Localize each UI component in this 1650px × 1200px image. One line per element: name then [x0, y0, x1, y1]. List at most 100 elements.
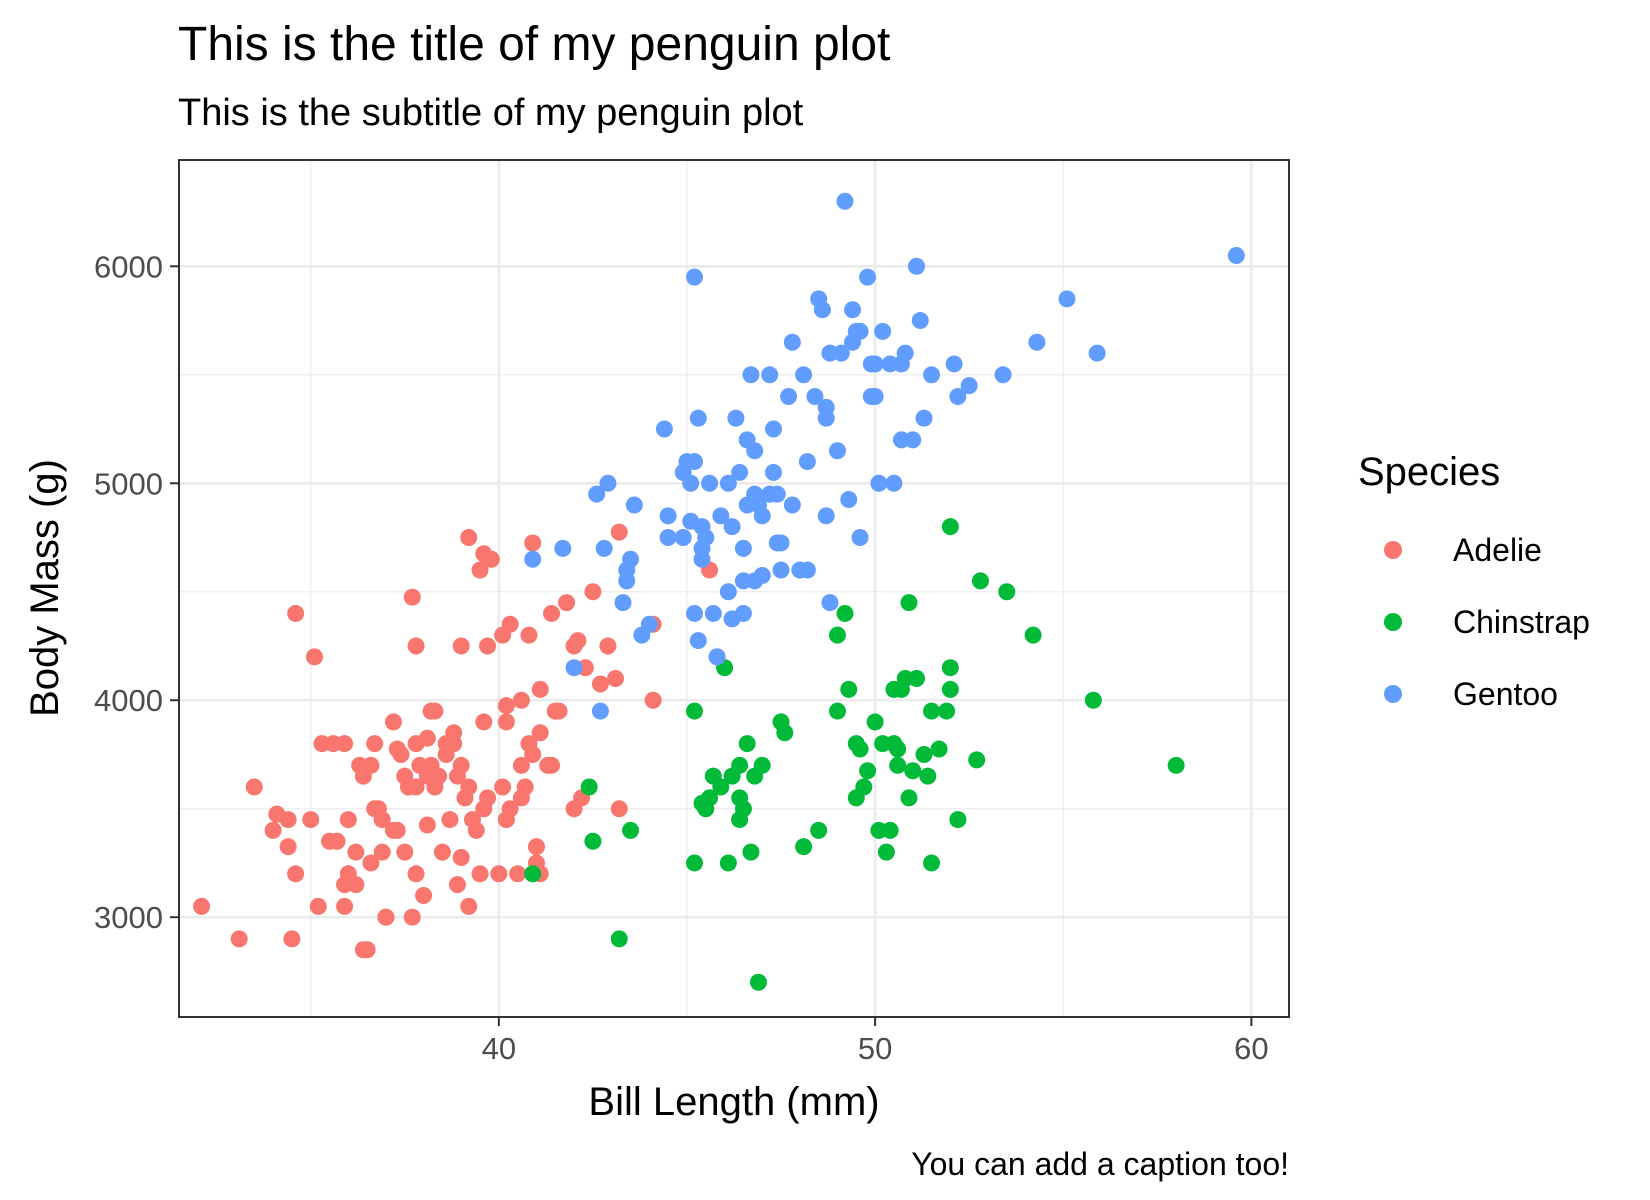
- point-chinstrap: [998, 583, 1016, 601]
- point-adelie: [565, 800, 583, 818]
- point-chinstrap: [968, 751, 986, 769]
- legend-label-gentoo: Gentoo: [1453, 676, 1558, 712]
- point-adelie: [287, 604, 305, 622]
- point-adelie: [403, 908, 421, 926]
- point-chinstrap: [941, 680, 959, 698]
- point-adelie: [452, 637, 470, 655]
- point-chinstrap: [1167, 756, 1185, 774]
- point-chinstrap: [685, 854, 703, 872]
- point-adelie: [471, 865, 489, 883]
- x-tick-label: 60: [1234, 1031, 1268, 1066]
- point-gentoo: [783, 496, 801, 514]
- point-gentoo: [734, 604, 752, 622]
- point-adelie: [339, 865, 357, 883]
- point-adelie: [452, 849, 470, 867]
- point-adelie: [279, 838, 297, 856]
- point-adelie: [396, 843, 414, 861]
- point-adelie: [362, 854, 380, 872]
- point-adelie: [497, 713, 515, 731]
- point-adelie: [407, 778, 425, 796]
- point-chinstrap: [866, 713, 884, 731]
- point-gentoo: [874, 322, 892, 340]
- point-chinstrap: [719, 854, 737, 872]
- point-adelie: [358, 941, 376, 959]
- point-chinstrap: [622, 821, 640, 839]
- point-gentoo: [1088, 344, 1106, 362]
- point-gentoo: [685, 604, 703, 622]
- point-gentoo: [524, 550, 542, 568]
- point-chinstrap: [900, 789, 918, 807]
- point-gentoo: [674, 529, 692, 547]
- point-chinstrap: [795, 838, 813, 856]
- point-adelie: [501, 615, 519, 633]
- point-adelie: [328, 832, 346, 850]
- point-gentoo: [791, 561, 809, 579]
- legend-swatch-chinstrap: [1384, 613, 1402, 631]
- point-adelie: [283, 930, 301, 948]
- scatter-points: [193, 192, 1245, 991]
- point-gentoo: [746, 485, 764, 503]
- point-gentoo: [622, 550, 640, 568]
- point-adelie: [471, 561, 489, 579]
- point-gentoo: [625, 496, 643, 514]
- point-gentoo: [655, 420, 673, 438]
- point-chinstrap: [889, 756, 907, 774]
- point-adelie: [501, 800, 519, 818]
- x-tick-label: 40: [482, 1031, 516, 1066]
- point-gentoo: [821, 594, 839, 612]
- point-chinstrap: [753, 756, 771, 774]
- point-gentoo: [723, 518, 741, 536]
- point-chinstrap: [810, 821, 828, 839]
- chart-title: This is the title of my penguin plot: [178, 18, 890, 71]
- point-chinstrap: [828, 626, 846, 644]
- point-gentoo: [742, 366, 760, 384]
- legend-swatch-gentoo: [1384, 685, 1402, 703]
- point-gentoo: [591, 702, 609, 720]
- point-gentoo: [765, 420, 783, 438]
- point-gentoo: [911, 312, 929, 330]
- point-adelie: [245, 778, 263, 796]
- point-gentoo: [731, 463, 749, 481]
- point-chinstrap: [685, 702, 703, 720]
- point-chinstrap: [749, 973, 767, 991]
- point-adelie: [591, 675, 609, 693]
- point-chinstrap: [580, 778, 598, 796]
- point-adelie: [388, 821, 406, 839]
- point-adelie: [475, 713, 493, 731]
- point-gentoo: [588, 485, 606, 503]
- point-adelie: [509, 865, 527, 883]
- point-gentoo: [682, 512, 700, 530]
- point-gentoo: [765, 463, 783, 481]
- point-adelie: [558, 594, 576, 612]
- point-chinstrap: [742, 843, 760, 861]
- point-gentoo: [689, 409, 707, 427]
- point-adelie: [264, 821, 282, 839]
- chart-caption: You can add a caption too!: [911, 1146, 1289, 1182]
- point-chinstrap: [712, 778, 730, 796]
- point-chinstrap: [836, 604, 854, 622]
- point-chinstrap: [881, 821, 899, 839]
- point-adelie: [415, 887, 433, 905]
- point-adelie: [531, 724, 549, 742]
- point-chinstrap: [524, 865, 542, 883]
- point-chinstrap: [701, 789, 719, 807]
- point-adelie: [426, 702, 444, 720]
- point-adelie: [366, 800, 384, 818]
- point-gentoo: [704, 604, 722, 622]
- point-gentoo: [795, 366, 813, 384]
- point-adelie: [437, 745, 455, 763]
- chart-subtitle: This is the subtitle of my penguin plot: [178, 92, 804, 134]
- point-gentoo: [945, 355, 963, 373]
- point-gentoo: [618, 572, 636, 590]
- point-adelie: [479, 789, 497, 807]
- point-adelie: [418, 729, 436, 747]
- point-adelie: [467, 821, 485, 839]
- point-adelie: [516, 778, 534, 796]
- point-gentoo: [859, 268, 877, 286]
- point-gentoo: [685, 453, 703, 471]
- point-gentoo: [727, 409, 745, 427]
- x-tick-label: 50: [858, 1031, 892, 1066]
- point-gentoo: [746, 442, 764, 460]
- point-chinstrap: [941, 518, 959, 536]
